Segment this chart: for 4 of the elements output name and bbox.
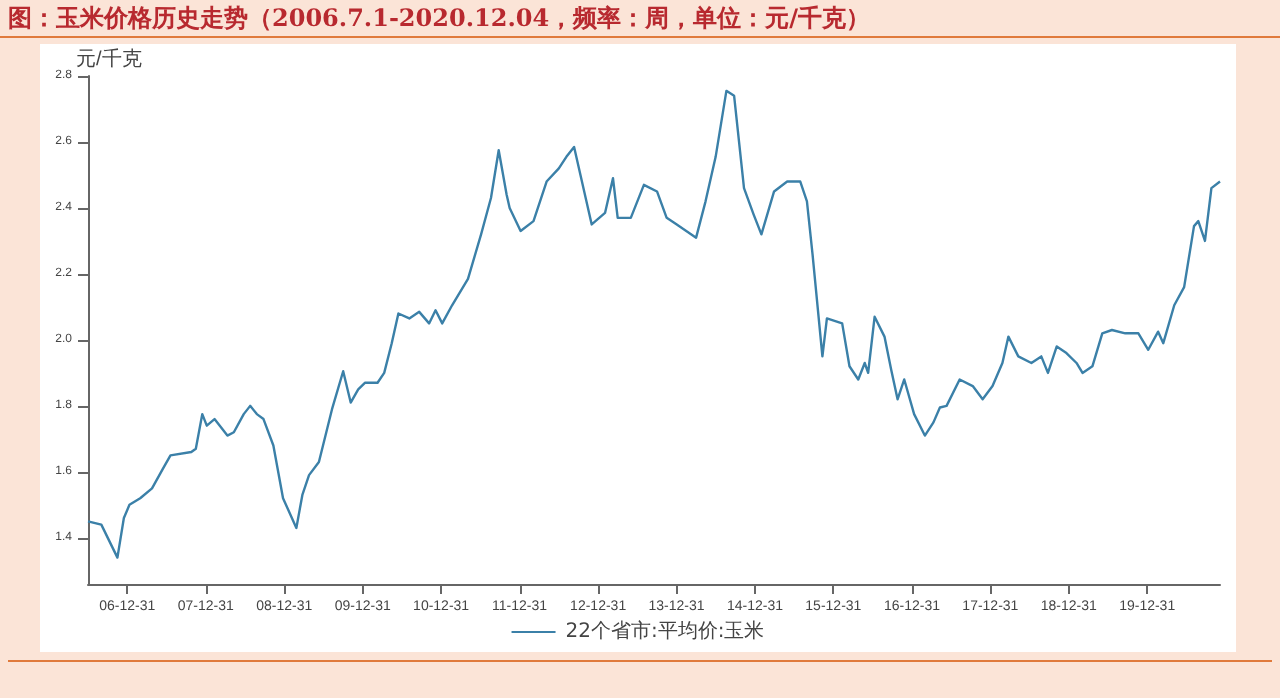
line-series (86, 89, 1222, 559)
chart-title: 图：玉米价格历史走势（2006.7.1-2020.12.04，频率：周，单位：元/千克） (0, 0, 1280, 38)
y-axis-title: 元/千克 (76, 47, 142, 72)
legend-label: 22个省市:平均价:玉米 (565, 619, 765, 643)
